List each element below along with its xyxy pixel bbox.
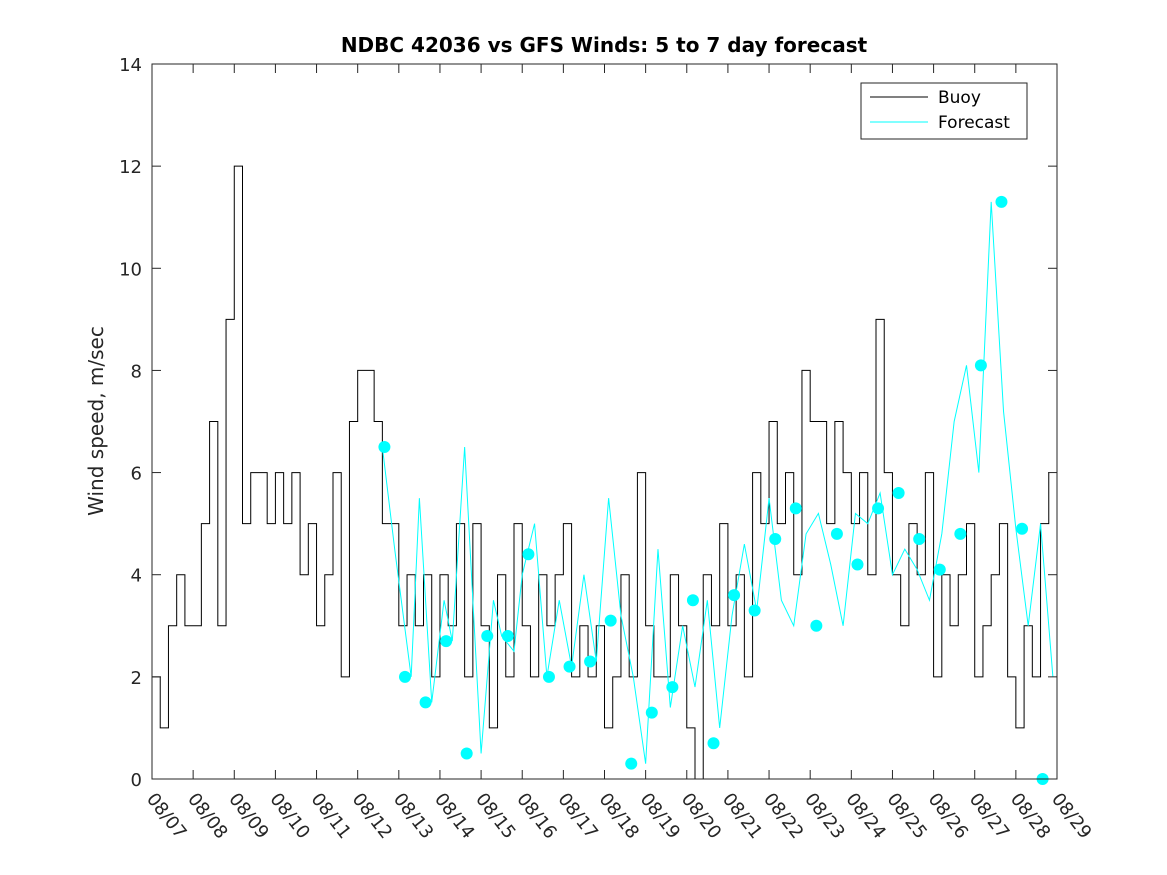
- y-tick-label: 4: [131, 566, 142, 587]
- y-tick-label: 2: [131, 668, 142, 689]
- forecast-marker: [460, 747, 473, 760]
- y-tick-label: 0: [131, 770, 142, 791]
- y-tick-label: 6: [131, 464, 142, 485]
- y-tick-label: 8: [131, 361, 142, 382]
- forecast-marker: [563, 660, 576, 673]
- legend-box: [860, 82, 1028, 140]
- forecast-marker: [481, 630, 494, 642]
- forecast-marker: [872, 502, 885, 515]
- forecast-marker: [851, 558, 864, 571]
- legend-label-forecast: Forecast: [938, 113, 1010, 133]
- forecast-marker: [378, 441, 391, 454]
- forecast-marker: [440, 635, 453, 648]
- forecast-marker: [933, 563, 946, 576]
- forecast-marker: [522, 548, 535, 561]
- forecast-marker: [913, 532, 926, 545]
- y-axis: 0 2 4 6 8 10 12 14: [119, 55, 1057, 791]
- forecast-marker: [666, 681, 679, 694]
- y-axis-label: Wind speed, m/sec: [84, 326, 108, 516]
- forecast-marker: [645, 706, 658, 719]
- chart-title: NDBC 42036 vs GFS Winds: 5 to 7 day fore…: [341, 33, 868, 57]
- forecast-marker: [995, 195, 1008, 208]
- forecast-marker: [769, 532, 782, 545]
- forecast-marker: [686, 594, 699, 607]
- y-tick-label: 10: [119, 259, 142, 280]
- forecast-marker: [1016, 522, 1029, 535]
- series-layer: [152, 165, 1054, 780]
- forecast-marker: [974, 359, 987, 372]
- forecast-marker: [892, 487, 905, 499]
- y-tick-label: 12: [119, 157, 142, 178]
- legend: Buoy Forecast: [860, 82, 1028, 140]
- series-forecast-line: [381, 201, 1054, 764]
- y-tick-label: 14: [119, 55, 142, 76]
- forecast-marker: [501, 630, 514, 642]
- forecast-marker: [707, 737, 720, 750]
- forecast-marker: [542, 670, 555, 683]
- forecast-marker: [625, 757, 638, 770]
- series-buoy-line: [152, 165, 1050, 780]
- forecast-marker: [810, 619, 823, 632]
- forecast-marker: [728, 589, 741, 602]
- forecast-marker: [954, 527, 967, 540]
- forecast-marker: [748, 604, 761, 617]
- forecast-marker: [604, 614, 617, 627]
- forecast-marker: [789, 502, 802, 515]
- forecast-markers: [378, 195, 1049, 785]
- forecast-marker: [419, 696, 432, 709]
- forecast-marker: [830, 527, 843, 540]
- forecast-marker: [398, 670, 411, 683]
- forecast-marker: [584, 655, 597, 668]
- legend-label-buoy: Buoy: [938, 88, 981, 108]
